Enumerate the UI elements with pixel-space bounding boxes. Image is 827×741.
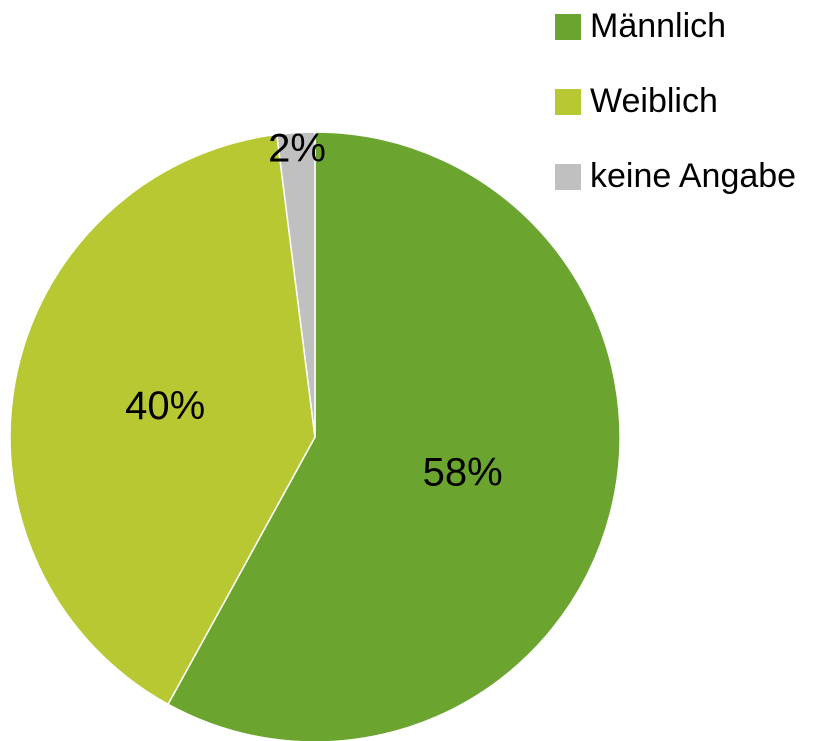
pie-slice xyxy=(9,133,316,706)
legend-swatch xyxy=(555,89,581,115)
legend-text: Männlich xyxy=(590,7,726,45)
legend-text: Weiblich xyxy=(590,82,718,120)
slice-label: 2% xyxy=(268,126,326,170)
slice-label: 58% xyxy=(423,450,503,494)
pie-slice xyxy=(275,131,316,438)
pie xyxy=(9,131,621,741)
legend-swatch xyxy=(555,14,581,40)
legend-text: keine Angabe xyxy=(590,157,796,195)
slice-labels: 58% 40% 2% xyxy=(125,126,503,494)
legend-swatch xyxy=(555,164,581,190)
pie-slice xyxy=(167,131,621,741)
slice-label: 40% xyxy=(125,384,205,428)
legend: Männlich Weiblich keine Angabe xyxy=(555,7,796,195)
